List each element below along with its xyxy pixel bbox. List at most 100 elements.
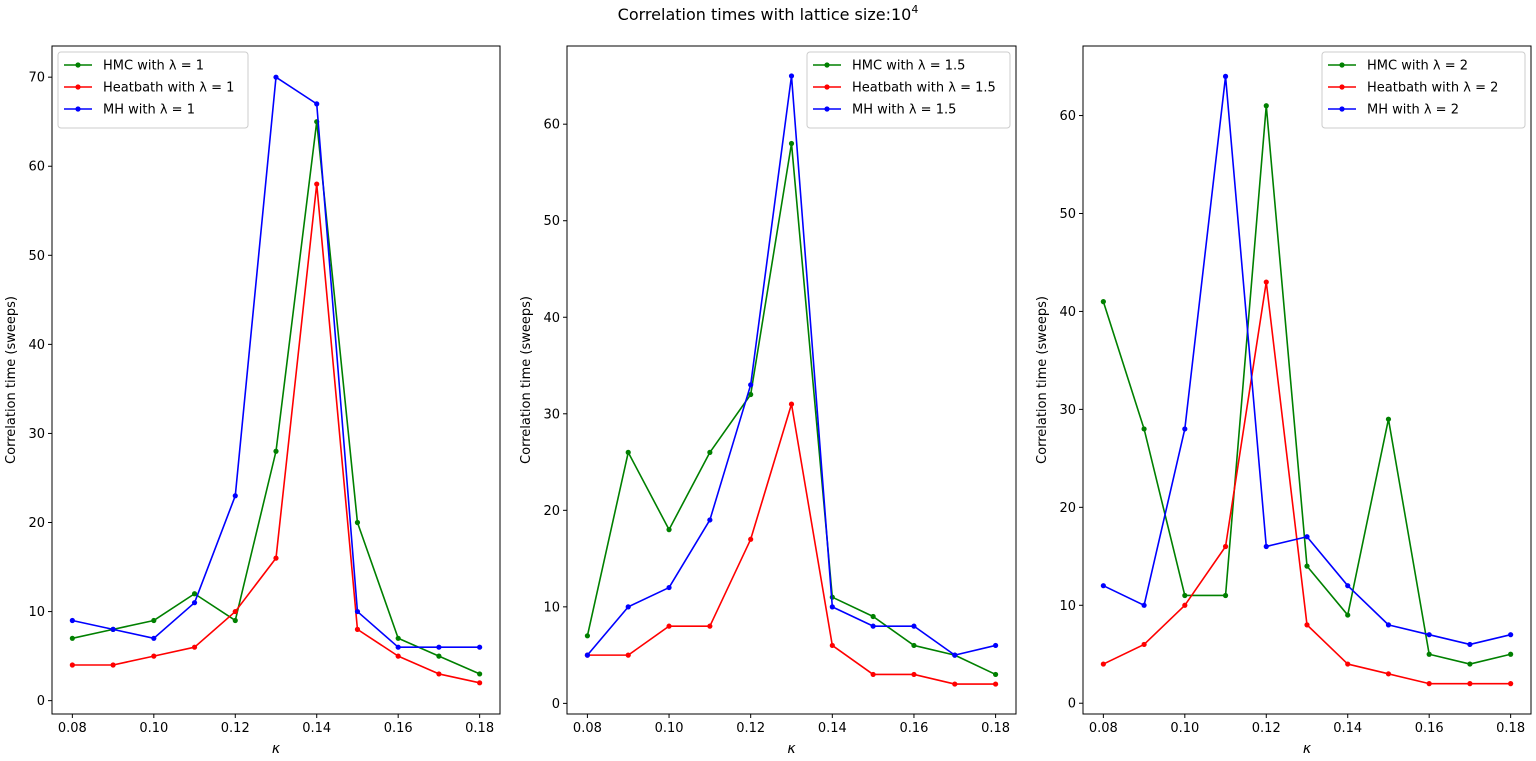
x-tick-label: 0.10 [655, 721, 684, 736]
data-point [395, 644, 401, 650]
y-tick-label: 20 [28, 516, 45, 531]
data-point [870, 671, 876, 678]
y-tick-label: 40 [28, 338, 45, 353]
x-tick-label: 0.12 [221, 721, 250, 736]
data-point [69, 617, 75, 624]
legend-marker [1339, 84, 1345, 90]
data-point [1100, 661, 1106, 667]
data-point [1467, 641, 1473, 648]
axes-frame [1082, 45, 1532, 715]
axes-frame [566, 45, 1017, 715]
data-point [707, 623, 713, 629]
figure-title-superscript: 4 [911, 3, 918, 16]
data-point [625, 449, 631, 455]
data-point [1345, 661, 1351, 667]
data-point [1345, 583, 1351, 589]
data-point [625, 604, 631, 610]
data-point [748, 391, 754, 398]
data-point [1100, 299, 1106, 305]
data-point [354, 626, 361, 632]
x-tick-label: 0.08 [573, 721, 602, 736]
data-point [666, 623, 672, 629]
legend-marker [824, 84, 830, 90]
legend-label: HMC with λ = 2 [1367, 59, 1468, 74]
y-tick-label: 60 [543, 118, 560, 133]
data-point [436, 653, 442, 659]
y-tick-label: 50 [28, 249, 45, 264]
data-point [273, 448, 279, 454]
legend-label: Heatbath with λ = 2 [1367, 81, 1498, 96]
data-point [110, 662, 116, 668]
x-tick-label: 0.08 [1089, 721, 1118, 736]
y-tick-label: 30 [28, 427, 45, 442]
data-point [1508, 681, 1514, 687]
y-tick-label: 10 [28, 605, 45, 620]
y-axis-label: Correlation time (sweeps) [519, 296, 534, 464]
data-point [354, 519, 361, 526]
data-point [1385, 671, 1392, 677]
series-3-3 [1100, 73, 1514, 648]
data-point [748, 382, 754, 388]
data-point [788, 401, 795, 407]
legend: HMC with λ = 2 Heatbath with λ = 2 MH with… [1321, 51, 1526, 129]
data-point [69, 635, 75, 641]
data-point [1182, 426, 1188, 432]
legend-marker [1339, 106, 1345, 112]
legend: HMC with λ = 1.5 Heatbath with λ = 1.5 MH … [806, 51, 1011, 129]
data-point [666, 527, 672, 533]
panel-3: 0.08 0.10 0.12 0.14 0.16 0.18 0 10 20 30 40 50 60 κ Co… [1035, 45, 1532, 757]
panel-1: 0.08 0.10 0.12 0.14 0.16 0.18 0 10 20 30 40 50 60 70 κ… [4, 45, 501, 757]
data-point [477, 680, 483, 686]
x-axis-label: κ [272, 741, 281, 757]
legend-label: MH with λ = 1.5 [852, 103, 956, 118]
legend-marker [75, 62, 81, 68]
y-tick-label: 50 [1059, 207, 1076, 222]
y-axis-label: Correlation time (sweeps) [4, 296, 19, 464]
data-point [1426, 651, 1432, 657]
legend-label: Heatbath with λ = 1 [103, 81, 234, 96]
data-point [584, 652, 591, 658]
data-point [69, 662, 75, 668]
data-point [151, 653, 157, 659]
data-point [1385, 416, 1392, 422]
data-point [314, 101, 320, 107]
y-tick-label: 0 [1068, 697, 1076, 712]
legend-label: HMC with λ = 1 [103, 59, 204, 74]
data-point [992, 681, 999, 687]
x-tick-label: 0.18 [465, 721, 494, 736]
data-point [1182, 592, 1188, 599]
series-2-1 [584, 140, 999, 678]
y-tick-label: 10 [1059, 599, 1076, 614]
legend-frame [57, 51, 249, 129]
data-point [829, 642, 835, 649]
data-point [992, 671, 999, 678]
y-axis-label: Correlation time (sweeps) [1035, 296, 1050, 464]
data-point [870, 623, 876, 629]
series-2-2 [584, 401, 999, 687]
y-tick-label: 0 [552, 697, 560, 712]
data-point [911, 623, 917, 629]
data-point [1345, 612, 1351, 618]
data-point [788, 140, 795, 147]
data-point [273, 74, 279, 80]
x-tick-label: 0.18 [1496, 721, 1525, 736]
data-point [232, 617, 238, 624]
series-1-3 [69, 74, 483, 650]
legend-marker [75, 106, 81, 112]
panel-2: 0.08 0.10 0.12 0.14 0.16 0.18 0 10 20 30 40 50 60 κ Co… [519, 45, 1017, 757]
data-point [911, 642, 917, 649]
series-2-3 [584, 73, 999, 658]
data-point [829, 604, 835, 610]
series-3-1 [1100, 103, 1514, 667]
data-point [1141, 641, 1147, 648]
data-point [1508, 651, 1514, 657]
x-tick-label: 0.18 [981, 721, 1010, 736]
legend-label: MH with λ = 1 [103, 103, 195, 118]
y-tick-label: 20 [543, 504, 560, 519]
y-tick-label: 0 [37, 694, 45, 709]
y-tick-label: 30 [1059, 403, 1076, 418]
data-point [1385, 622, 1392, 628]
data-point [1141, 426, 1147, 432]
x-tick-label: 0.12 [736, 721, 765, 736]
